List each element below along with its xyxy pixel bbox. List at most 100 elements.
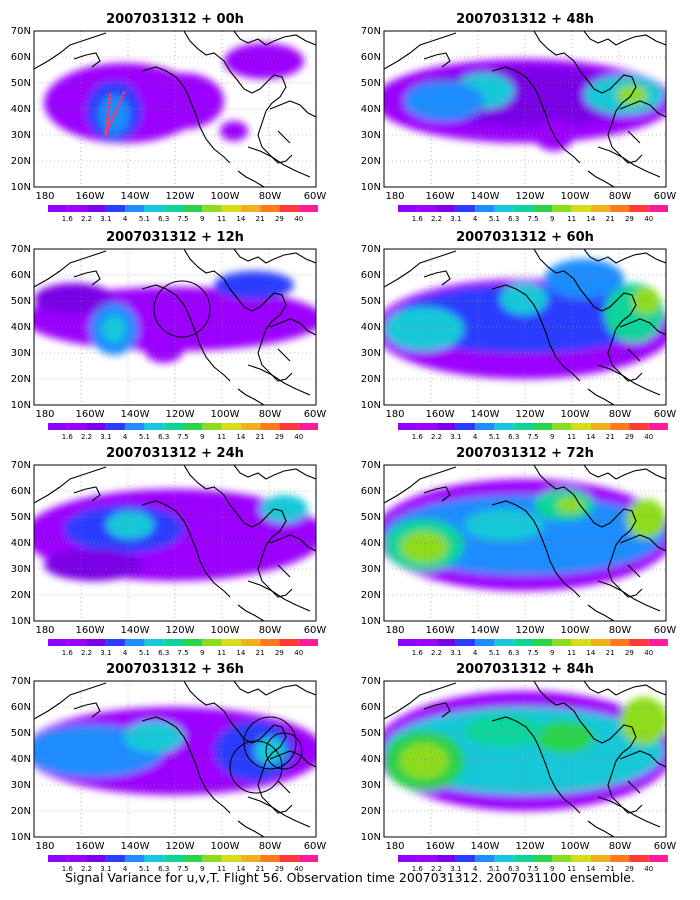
colorbar-swatch [144, 639, 164, 646]
lat-tick-label: 60N [11, 702, 31, 713]
lon-tick-label: 140W [121, 625, 150, 636]
map-panel: 2007031312 + 84h 70N 60N 50N 40N 30N 20N 10N 180… [361, 662, 677, 873]
colorbar-label: 6.3 [508, 433, 519, 441]
lat-tick-label: 50N [361, 78, 381, 89]
colorbar-swatch [590, 855, 611, 862]
colorbar-label: 5.1 [489, 215, 500, 223]
lat-tick-label: 40N [361, 322, 381, 333]
colorbar-swatch [183, 205, 203, 212]
observation-circle [229, 740, 283, 794]
lat-tick-label: 30N [361, 780, 381, 791]
colorbar-label: 14 [236, 215, 245, 223]
lon-tick-label: 160W [426, 191, 455, 202]
colorbar-label: 40 [644, 215, 653, 223]
map-panel: 2007031312 + 12h 70N 60N 50N 40N 30N 20N 10N 180… [11, 230, 327, 441]
colorbar-swatch [455, 423, 476, 430]
coastline [384, 681, 666, 837]
colorbar-label: 40 [294, 649, 303, 657]
lon-tick-label: 160W [426, 841, 455, 852]
map-frame [383, 680, 667, 838]
colorbar-label: 6.3 [508, 215, 519, 223]
lat-tick-label: 30N [11, 348, 31, 359]
colorbar-label: 11 [567, 865, 576, 873]
flight-track [104, 91, 126, 137]
colorbar-swatch [552, 423, 572, 430]
lat-tick-label: 20N [361, 590, 381, 601]
panel-title: 2007031312 + 12h [106, 230, 244, 245]
coastline [384, 249, 666, 405]
variance-contour [464, 509, 544, 541]
lon-tick-label: 160W [426, 625, 455, 636]
colorbar-label: 4 [473, 433, 478, 441]
colorbar-swatch [436, 855, 456, 862]
lon-tick-label: 180 [385, 841, 404, 852]
variance-contour [34, 283, 114, 315]
lon-tick-label: 180 [35, 841, 54, 852]
colorbar-label: 21 [256, 649, 265, 657]
colorbar-label: 21 [606, 649, 615, 657]
colorbar-swatch [571, 639, 591, 646]
lon-tick-label: 120W [166, 841, 195, 852]
colorbar-label: 9 [550, 215, 554, 223]
colorbar: 1.6 2.2 3.1 4 5.1 6.3 7.5 9 11 14 21 29 40 [48, 639, 318, 657]
colorbar-swatch [298, 855, 318, 862]
colorbar-swatch [571, 205, 591, 212]
lat-tick-label: 10N [361, 182, 381, 193]
lon-tick-label: 80W [259, 409, 282, 420]
colorbar-label: 11 [567, 433, 576, 441]
variance-contour [632, 287, 660, 315]
lon-tick-label: 60W [304, 409, 327, 420]
colorbar-swatch [398, 639, 418, 646]
panel-title: 2007031312 + 36h [106, 662, 244, 677]
variance-field [34, 681, 316, 837]
figure-caption: Signal Variance for u,v,T. Flight 56. Ob… [65, 870, 635, 885]
colorbar-label: 21 [606, 433, 615, 441]
colorbar-label: 11 [217, 215, 226, 223]
lon-tick-label: 80W [609, 625, 632, 636]
lat-tick-label: 20N [361, 156, 381, 167]
lat-tick-label: 70N [361, 26, 381, 37]
colorbar-label: 7.5 [527, 865, 538, 873]
colorbar-swatch [183, 855, 203, 862]
coastline [34, 249, 316, 405]
colorbar: 1.6 2.2 3.1 4 5.1 6.3 7.5 9 11 14 21 29 40 [398, 205, 668, 223]
variance-contour [626, 499, 666, 539]
colorbar-label: 40 [644, 865, 653, 873]
colorbar-label: 11 [217, 649, 226, 657]
colorbar-label: 5.1 [489, 433, 500, 441]
colorbar-swatch [648, 205, 668, 212]
lon-tick-label: 100W [211, 625, 240, 636]
variance-field [34, 31, 316, 187]
colorbar-swatch [279, 205, 299, 212]
colorbar-swatch [552, 855, 572, 862]
colorbar-swatch [610, 205, 630, 212]
lon-tick-label: 140W [121, 409, 150, 420]
variance-contour [144, 335, 184, 363]
variance-contour [260, 495, 308, 523]
colorbar-label: 2.2 [431, 649, 442, 657]
colorbar: 1.6 2.2 3.1 4 5.1 6.3 7.5 9 11 14 21 29 40 [48, 423, 318, 441]
colorbar-label: 29 [625, 649, 634, 657]
colorbar-label: 4 [123, 865, 128, 873]
colorbar-swatch [125, 855, 145, 862]
colorbar-label: 3.1 [450, 433, 461, 441]
lat-tick-label: 40N [11, 104, 31, 115]
colorbar-label: 7.5 [527, 433, 538, 441]
lon-tick-label: 100W [561, 625, 590, 636]
colorbar-label: 3.1 [100, 433, 111, 441]
coastline [384, 31, 666, 187]
lon-tick-label: 160W [76, 625, 105, 636]
colorbar: 1.6 2.2 3.1 4 5.1 6.3 7.5 9 11 14 21 29 40 [398, 423, 668, 441]
lat-tick-label: 70N [11, 676, 31, 687]
lat-tick-label: 50N [11, 512, 31, 523]
colorbar-label: 11 [567, 649, 576, 657]
colorbar-swatch [105, 423, 126, 430]
lat-tick-label: 50N [11, 728, 31, 739]
map-frame [33, 464, 317, 622]
colorbar-label: 14 [586, 433, 595, 441]
lon-tick-label: 80W [609, 841, 632, 852]
lat-tick-label: 60N [361, 270, 381, 281]
lat-tick-label: 40N [11, 322, 31, 333]
colorbar-swatch [533, 639, 553, 646]
colorbar-label: 4 [123, 215, 128, 223]
